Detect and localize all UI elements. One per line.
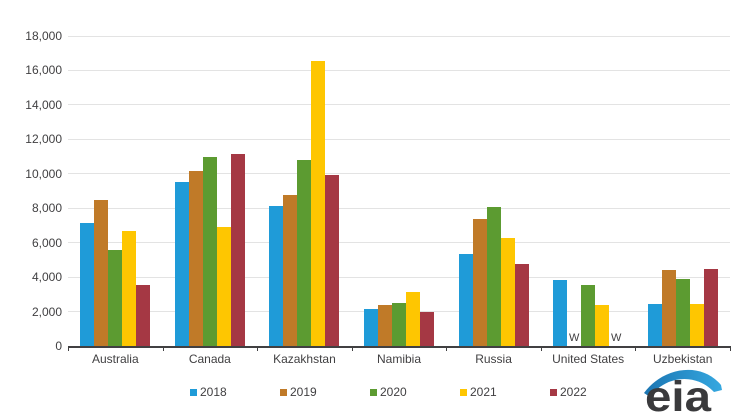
x-axis-tick: [257, 346, 259, 351]
legend-swatch-icon-2018: [190, 388, 197, 396]
x-axis-tick: [540, 346, 542, 351]
y-tick-label-2000: 2,000: [31, 304, 62, 319]
bar-2018-namibia: [364, 308, 378, 346]
x-category-label-uzbekistan: Uzbekistan: [653, 352, 713, 366]
bar-2020-namibia: [392, 302, 406, 346]
gridline-4000: [68, 276, 730, 278]
bar-2019-namibia: [378, 304, 392, 346]
x-axis-tick: [635, 346, 637, 351]
bar-2021-united-states: [595, 304, 610, 346]
bar-2021-australia: [122, 230, 137, 346]
legend-label-2019: 2019: [290, 385, 317, 399]
bar-2019-kazakhstan: [283, 195, 298, 346]
legend: 2018 2019 2020 2021 2022: [0, 384, 740, 400]
legend-label-2018: 2018: [200, 385, 227, 399]
y-tick-label-16000: 16,000: [25, 63, 62, 78]
x-axis-tick: [446, 346, 448, 351]
gridline-16000: [68, 69, 730, 71]
x-axis-tick: [730, 346, 731, 351]
y-tick-label-4000: 4,000: [31, 270, 62, 285]
y-tick-label-12000: 12,000: [25, 132, 62, 147]
bar-2020-kazakhstan: [297, 160, 312, 346]
legend-item-2018: 2018: [190, 384, 227, 400]
bar-2019-australia: [94, 199, 109, 346]
bar-2018-kazakhstan: [269, 205, 284, 346]
bar-2018-canada: [174, 181, 189, 346]
legend-label-2021: 2021: [470, 385, 497, 399]
bar-2022-namibia: [420, 312, 434, 346]
y-tick-label-14000: 14,000: [25, 97, 62, 112]
bar-2021-namibia: [406, 291, 420, 346]
bar-2019-canada: [188, 171, 203, 346]
bar-2020-united-states: [581, 284, 596, 346]
legend-item-2019: 2019: [280, 384, 317, 400]
y-tick-label-6000: 6,000: [31, 235, 62, 250]
bar-2018-australia: [80, 222, 95, 346]
x-category-label-australia: Australia: [91, 352, 139, 366]
bar-2022-canada: [230, 153, 245, 346]
withheld-marker-2019-united-states: W: [568, 332, 580, 344]
legend-swatch-icon-2019: [280, 388, 287, 396]
bar-2020-canada: [202, 157, 217, 346]
legend-label-2020: 2020: [380, 385, 407, 399]
eia-logo: eia: [644, 369, 722, 416]
legend-item-2020: 2020: [370, 384, 407, 400]
x-category-label-canada: Canada: [188, 352, 231, 366]
bar-2021-russia: [500, 238, 515, 346]
bar-2022-uzbekistan: [703, 269, 718, 346]
bar-2019-uzbekistan: [661, 270, 676, 346]
x-axis-tick: [162, 346, 164, 351]
bar-2022-kazakhstan: [325, 174, 340, 346]
legend-swatch-icon-2021: [460, 388, 467, 396]
bar-2020-uzbekistan: [675, 278, 690, 346]
bar-2018-united-states: [553, 279, 568, 346]
gridline-14000: [68, 104, 730, 106]
bar-2020-russia: [486, 207, 501, 346]
legend-swatch-icon-2020: [370, 388, 377, 396]
gridline-8000: [68, 207, 730, 209]
legend-label-2022: 2022: [560, 385, 587, 399]
bar-2020-australia: [108, 249, 123, 346]
bar-2022-australia: [136, 284, 151, 346]
legend-item-2021: 2021: [460, 384, 497, 400]
x-axis-tick: [351, 346, 353, 351]
bar-2018-russia: [458, 253, 473, 346]
bar-2021-uzbekistan: [689, 303, 704, 346]
gridline-10000: [68, 173, 730, 175]
gridline-6000: [68, 242, 730, 244]
y-tick-label-8000: 8,000: [31, 201, 62, 216]
legend-item-2022: 2022: [550, 384, 587, 400]
y-tick-label-18000: 18,000: [25, 29, 62, 43]
bar-2022-russia: [514, 264, 529, 346]
bar-2021-canada: [216, 227, 231, 346]
x-category-label-united-states: United States: [552, 352, 625, 366]
withheld-marker-2022-united-states: W: [610, 332, 622, 344]
x-category-label-kazakhstan: Kazakhstan: [273, 352, 336, 366]
x-axis-tick: [68, 346, 69, 351]
gridline-18000: [68, 35, 730, 37]
y-tick-label-0: 0: [55, 339, 62, 353]
eia-swoosh-icon: [644, 369, 722, 397]
bar-2021-kazakhstan: [311, 60, 326, 346]
bar-2019-russia: [472, 219, 487, 346]
legend-swatch-icon-2022: [550, 388, 557, 396]
bar-2018-uzbekistan: [647, 303, 662, 346]
x-category-label-namibia: Namibia: [376, 352, 421, 366]
gridline-12000: [68, 138, 730, 140]
x-category-label-russia: Russia: [475, 352, 512, 366]
eia-logo-text: eia: [645, 373, 712, 416]
y-tick-label-10000: 10,000: [25, 166, 62, 181]
